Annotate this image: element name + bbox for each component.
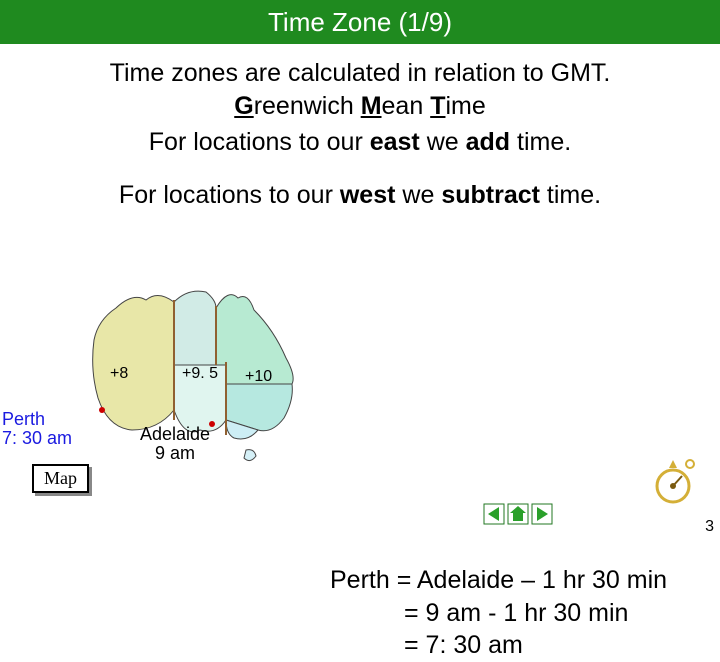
nav-icons (483, 503, 553, 525)
adelaide-label: Adelaide 9 am (140, 425, 210, 463)
line-1: Time zones are calculated in relation to… (18, 58, 702, 89)
page-number: 3 (705, 518, 714, 536)
nav-next-icon[interactable] (531, 503, 553, 525)
perth-name: Perth (2, 410, 72, 429)
dot-perth (99, 407, 105, 413)
page-title: Time Zone (1/9) (268, 7, 452, 38)
region-nt (174, 291, 216, 365)
adelaide-name: Adelaide (140, 425, 210, 444)
calc-line-2: = 9 am - 1 hr 30 min (330, 597, 667, 630)
calc-line-3: = 7: 30 am (330, 629, 667, 662)
calculation-block: Perth = Adelaide – 1 hr 30 min = 9 am - … (330, 564, 667, 662)
perth-time: 7: 30 am (2, 429, 72, 448)
perth-label: Perth 7: 30 am (2, 410, 72, 448)
gmt-g: G (234, 92, 253, 120)
body-text: Time zones are calculated in relation to… (0, 44, 720, 211)
zone-nt-label: +9. 5 (182, 365, 218, 383)
line-east: For locations to our east we add time. (18, 127, 702, 158)
adelaide-time: 9 am (140, 444, 210, 463)
zone-wa-label: +8 (110, 365, 128, 383)
title-bar: Time Zone (1/9) (0, 0, 720, 44)
line-west: For locations to our west we subtract ti… (18, 180, 702, 211)
gmt-t: T (430, 92, 445, 120)
nav-prev-icon[interactable] (483, 503, 505, 525)
zone-qld-label: +10 (245, 368, 272, 386)
calc-line-1: Perth = Adelaide – 1 hr 30 min (330, 564, 667, 597)
line-gmt: Greenwich Mean Time (18, 91, 702, 122)
gmt-m: M (361, 92, 382, 120)
lower-region: +8 +9. 5 +10 Perth = Adelaide – 1 hr 30 … (0, 280, 720, 540)
compass-icon (648, 456, 698, 506)
map-button[interactable]: Map (32, 464, 89, 493)
nav-home-icon[interactable] (507, 503, 529, 525)
region-tas (244, 450, 256, 461)
